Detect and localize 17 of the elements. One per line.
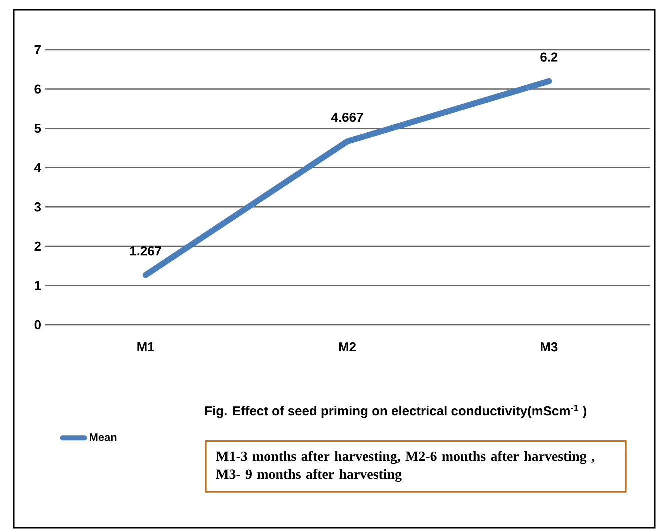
y-tick-label: 7 [34, 46, 41, 54]
data-label: 6.2 [540, 52, 558, 62]
y-tick-label: 3 [34, 202, 42, 212]
text: M1-3 months after harvesting, M2-6 months after harvesting , M3- 9 months after harvesting [216, 451, 594, 482]
y-tick-label: 0 [34, 320, 41, 330]
y-tick-label: 4 [34, 163, 42, 172]
y-tick-label: 2 [34, 242, 41, 251]
x-tick-label: M3 [541, 342, 558, 352]
x-tick-label: M1 [138, 342, 154, 352]
y-tick-label: 1 [35, 281, 42, 290]
legend-label: Mean [90, 434, 117, 442]
text: Fig. Effect of seed priming on electrical conductivity(mScm$^{-1}$ ) [205, 404, 587, 418]
y-tick-label: 6 [34, 84, 42, 94]
y-tick-label: 5 [34, 124, 42, 134]
data-label: 1.267 [130, 246, 162, 256]
x-tick-label: M2 [339, 342, 356, 352]
data-label: 4.667 [332, 112, 364, 122]
